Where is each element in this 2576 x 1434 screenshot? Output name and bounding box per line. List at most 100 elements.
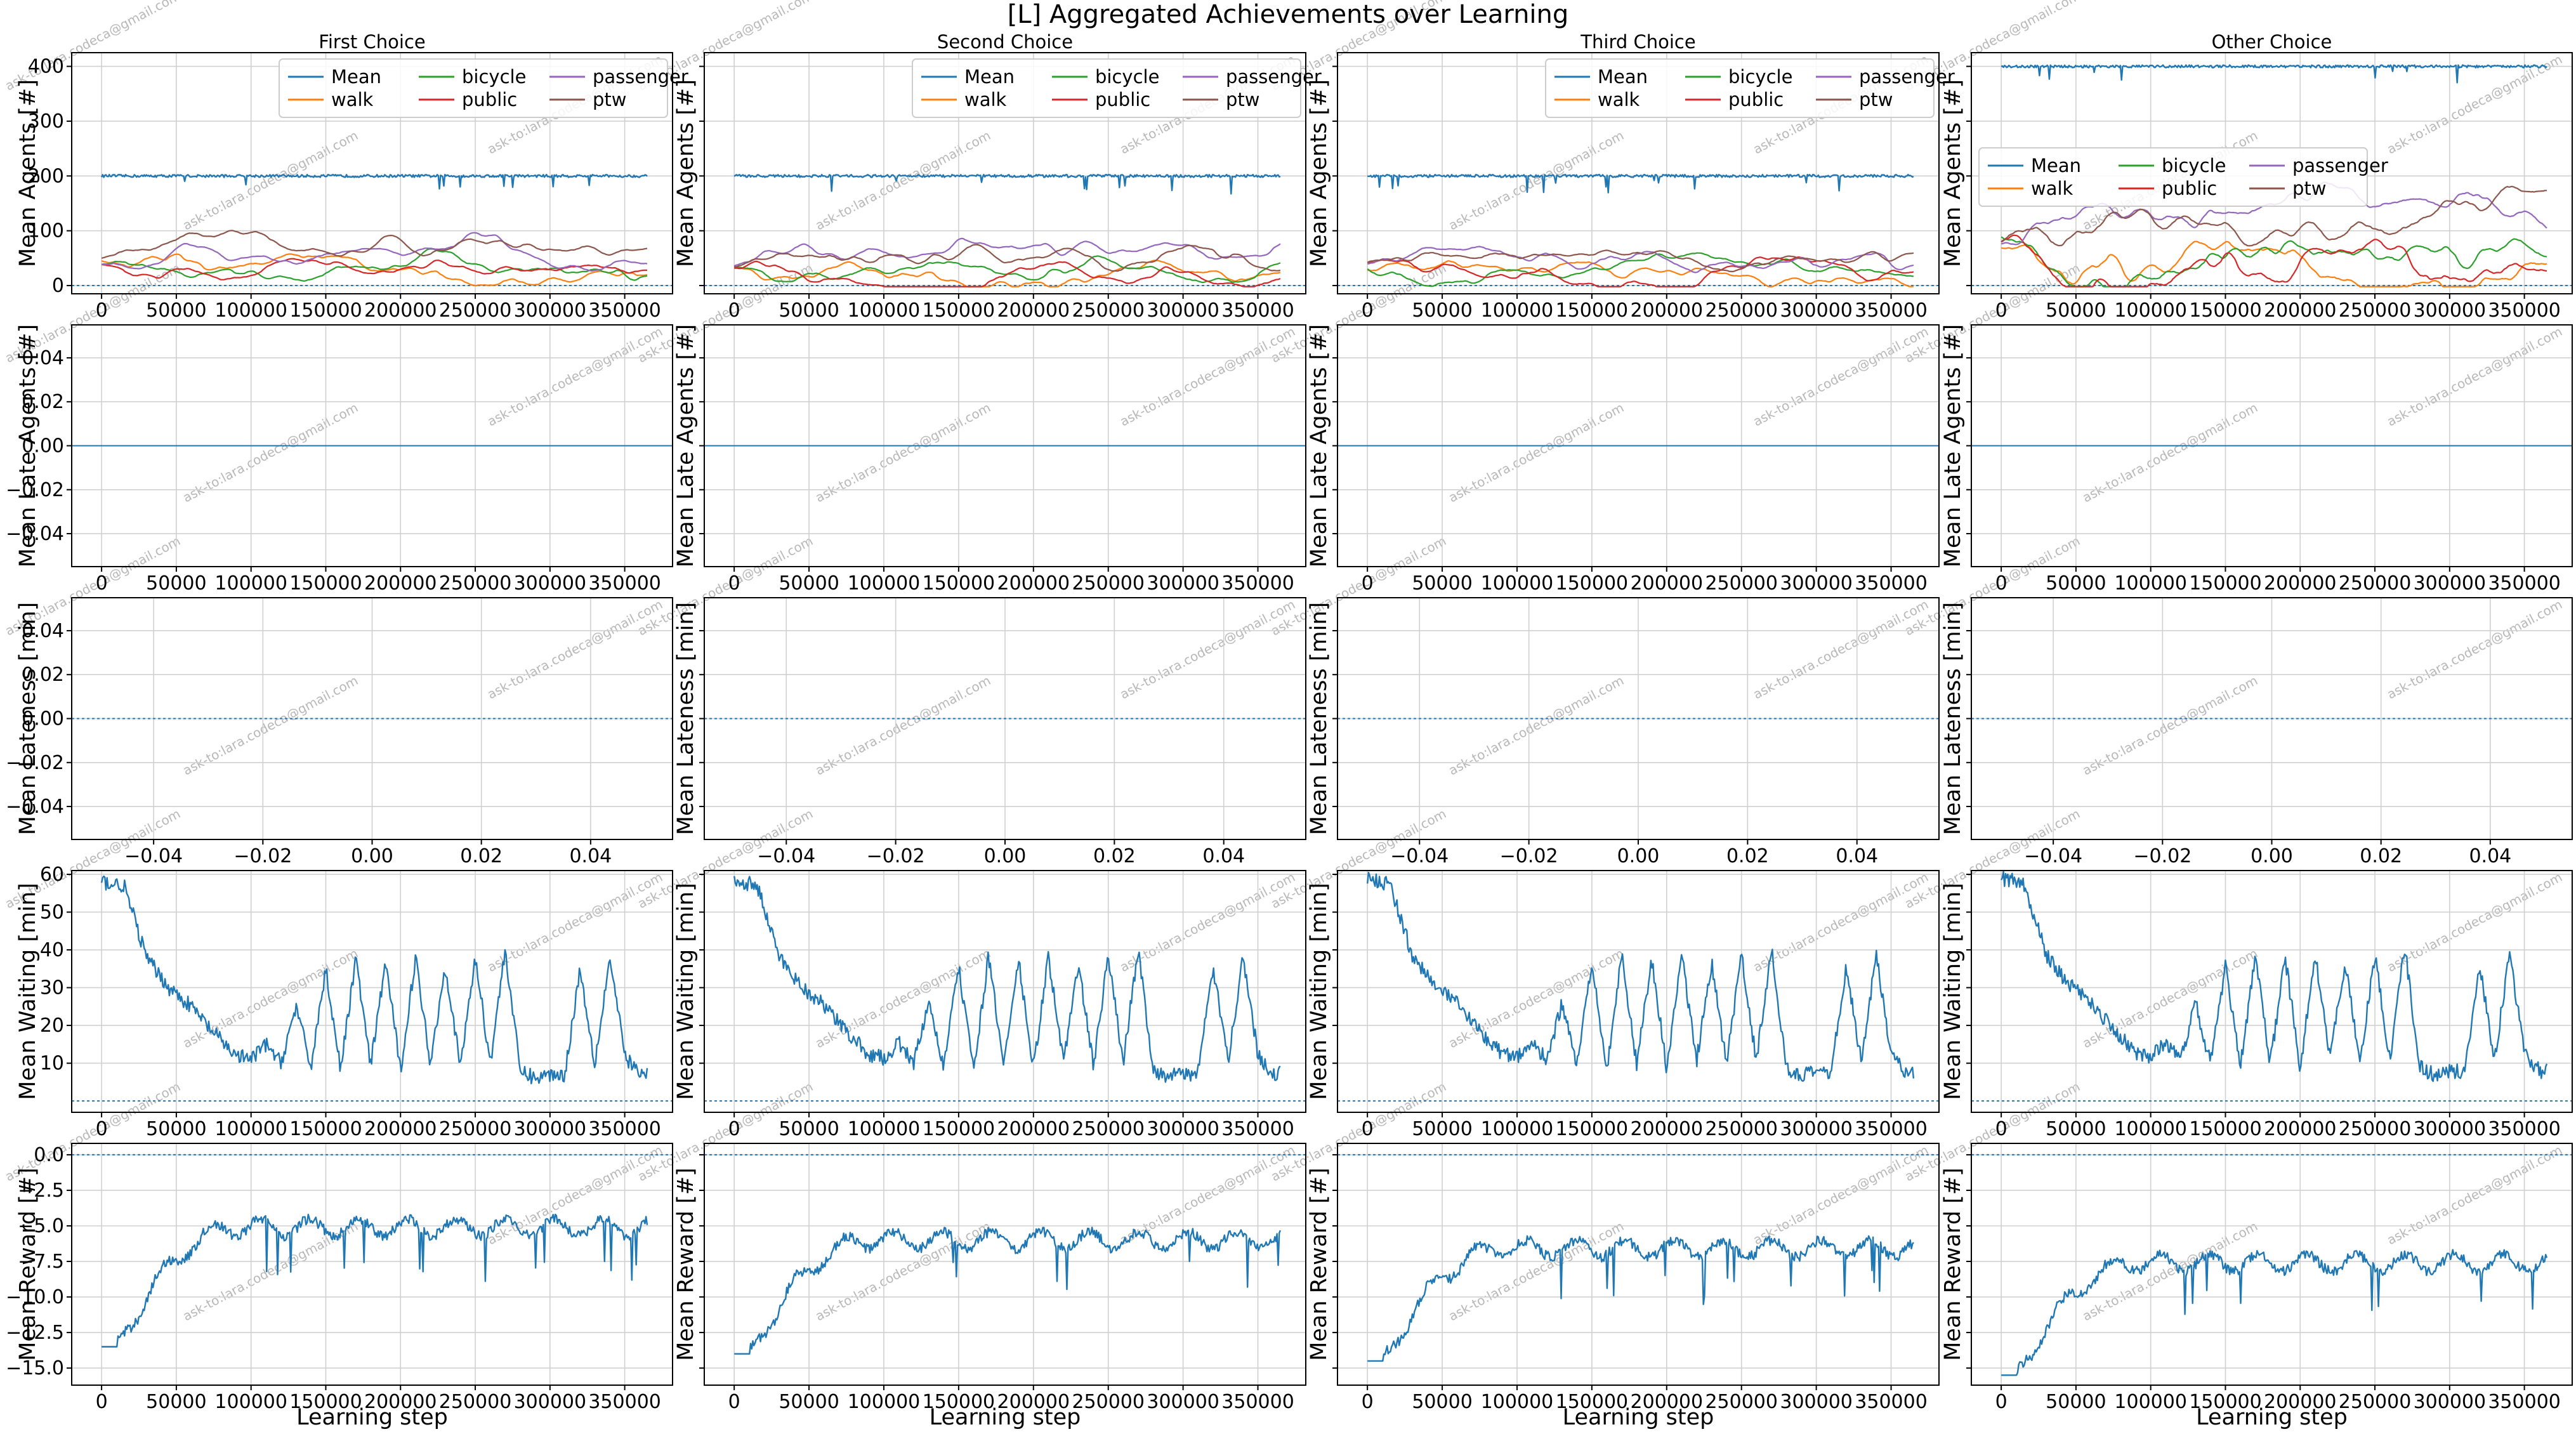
x-tick-label: 200000 — [2264, 572, 2337, 595]
watermark-text: ask-to:lara.codeca@gmail.com — [1117, 596, 1298, 702]
x-tick-label: 0.04 — [569, 845, 612, 867]
watermark-text: ask-to:lara.codeca@gmail.com — [1446, 945, 1626, 1051]
x-tick-label: 350000 — [1855, 1118, 1928, 1140]
x-tick-label: 0 — [728, 1118, 740, 1140]
plot-frame — [71, 52, 673, 294]
watermark-text: ask-to:lara.codeca@gmail.com — [1751, 596, 1931, 702]
subplot: −0.04 −0.02 0.00 0.02 0.04 Mean Lateness [min… — [673, 597, 1306, 867]
y-tick-label: −15.0 — [6, 1357, 64, 1379]
series-line-public — [734, 260, 1281, 287]
legend-label-bicycle: bicycle — [2162, 155, 2226, 176]
y-tick-label: −0.04 — [6, 796, 64, 818]
x-tick-label: 150000 — [2189, 1391, 2262, 1413]
series-line-waiting — [1367, 871, 1915, 1082]
data-layer — [1971, 64, 2572, 287]
legend-label-Mean: Mean — [1598, 66, 1648, 88]
subplot: −0.04 −0.02 0.00 0.02 0.04 Mean Lateness [min… — [1940, 597, 2573, 867]
x-tick-label: 150000 — [1556, 572, 1629, 595]
legend-label-passenger: passenger — [593, 66, 688, 88]
x-tick-label: 350000 — [588, 1391, 661, 1413]
plot-frame — [1337, 52, 1940, 294]
x-tick-label: 200000 — [2264, 299, 2337, 322]
data-layer — [1337, 1154, 1939, 1362]
x-tick-label: 300000 — [2414, 1391, 2487, 1413]
x-tick-label: 300000 — [1780, 1118, 1853, 1140]
x-tick-label: 100000 — [1481, 1118, 1554, 1140]
legend-label-passenger: passenger — [1859, 66, 1955, 88]
x-tick-label: 100000 — [214, 1391, 287, 1413]
x-tick-label: 0 — [96, 1118, 108, 1140]
x-tick-label: 350000 — [1855, 572, 1928, 595]
x-tick-label: 200000 — [997, 1118, 1070, 1140]
legend-label-ptw: ptw — [2292, 178, 2327, 199]
subplot: 0 50000 100000 150000 200000 250000 300000 3500… — [1306, 52, 1955, 322]
x-tick-label: 350000 — [588, 299, 661, 322]
x-tick-label: 250000 — [1072, 572, 1145, 595]
series-line-ptw — [2001, 185, 2547, 247]
x-tick-label: 350000 — [1855, 1391, 1928, 1413]
subplot: 0 50000 100000 150000 200000 250000 300000 3500… — [1306, 324, 1940, 595]
x-tick-label: 100000 — [1481, 299, 1554, 322]
y-axis-label: Mean Lateness [min] — [15, 602, 41, 835]
series-line-waiting — [2001, 871, 2548, 1082]
plot-frame — [704, 870, 1306, 1113]
x-tick-label: 200000 — [1631, 299, 1704, 322]
x-tick-label: 0 — [96, 572, 108, 595]
x-tick-label: 300000 — [514, 572, 587, 595]
watermark-text: ask-to:lara.codeca@gmail.com — [180, 945, 360, 1051]
x-tick-label: 250000 — [1705, 1118, 1778, 1140]
legend-label-walk: walk — [964, 89, 1007, 110]
legend-frame — [912, 58, 1301, 118]
x-tick-label: 50000 — [146, 1391, 206, 1413]
y-axis-label: Mean Reward [#] — [15, 1168, 41, 1361]
subplot: 0 50000 100000 150000 200000 250000 300000 3500… — [673, 1143, 1306, 1430]
x-tick-label: 0 — [1362, 1391, 1374, 1413]
x-tick-label: 0.02 — [1093, 845, 1136, 867]
x-tick-label: 300000 — [1780, 299, 1853, 322]
subplot: −0.04 −0.02 0.00 0.02 0.04 0.04 0.02 0.00 −0.02 −… — [6, 597, 673, 867]
subplot: 0 50000 100000 150000 200000 250000 300000 3500… — [6, 324, 673, 595]
x-tick-label: 100000 — [848, 572, 921, 595]
series-line-bicycle — [2001, 236, 2547, 287]
x-tick-label: 350000 — [1855, 299, 1928, 322]
series-line-reward — [1367, 1235, 1914, 1362]
x-axis-label: Learning step — [2196, 1405, 2348, 1430]
legend-frame — [1545, 58, 1935, 118]
watermark-text: ask-to:lara.codeca@gmail.com — [180, 128, 360, 233]
legend-label-public: public — [462, 89, 517, 110]
x-tick-label: 100000 — [2114, 1391, 2187, 1413]
x-tick-label: 150000 — [2189, 299, 2262, 322]
x-tick-label: 0 — [1995, 299, 2008, 322]
x-tick-label: 0 — [1995, 1391, 2008, 1413]
y-tick-label: −5.0 — [18, 1215, 64, 1237]
watermark-text: ask-to:lara.codeca@gmail.com — [813, 128, 993, 233]
x-tick-label: 100000 — [2114, 1118, 2187, 1140]
plot-frame — [71, 870, 673, 1113]
x-tick-label: 50000 — [2046, 1118, 2106, 1140]
x-tick-label: 200000 — [364, 1391, 437, 1413]
series-line-reward — [2001, 1249, 2548, 1376]
x-tick-label: 0 — [96, 299, 108, 322]
y-tick-label: 60 — [40, 864, 64, 886]
x-tick-label: 100000 — [1481, 572, 1554, 595]
subplot: 0 50000 100000 150000 200000 250000 300000 3500… — [1940, 324, 2573, 595]
series-line-walk — [1367, 260, 1914, 287]
y-tick-label: 0.02 — [22, 391, 64, 413]
x-tick-label: 100000 — [214, 572, 287, 595]
x-tick-label: −0.02 — [867, 845, 925, 867]
x-tick-label: 250000 — [2339, 572, 2412, 595]
x-tick-label: 250000 — [2339, 1118, 2412, 1140]
y-axis-label: Mean Agents [#] — [673, 79, 699, 267]
watermark-text: ask-to:lara.codeca@gmail.com — [1117, 324, 1298, 429]
legend-label-bicycle: bicycle — [1728, 66, 1792, 88]
legend-label-Mean: Mean — [2031, 155, 2081, 176]
x-tick-label: 150000 — [923, 299, 996, 322]
y-axis-label: Mean Lateness [min] — [1940, 602, 1966, 835]
x-tick-label: 350000 — [2488, 1391, 2561, 1413]
y-tick-label: −0.04 — [6, 523, 64, 545]
x-tick-label: 300000 — [514, 299, 587, 322]
x-tick-label: 100000 — [214, 299, 287, 322]
y-tick-label: 0.00 — [22, 435, 64, 457]
